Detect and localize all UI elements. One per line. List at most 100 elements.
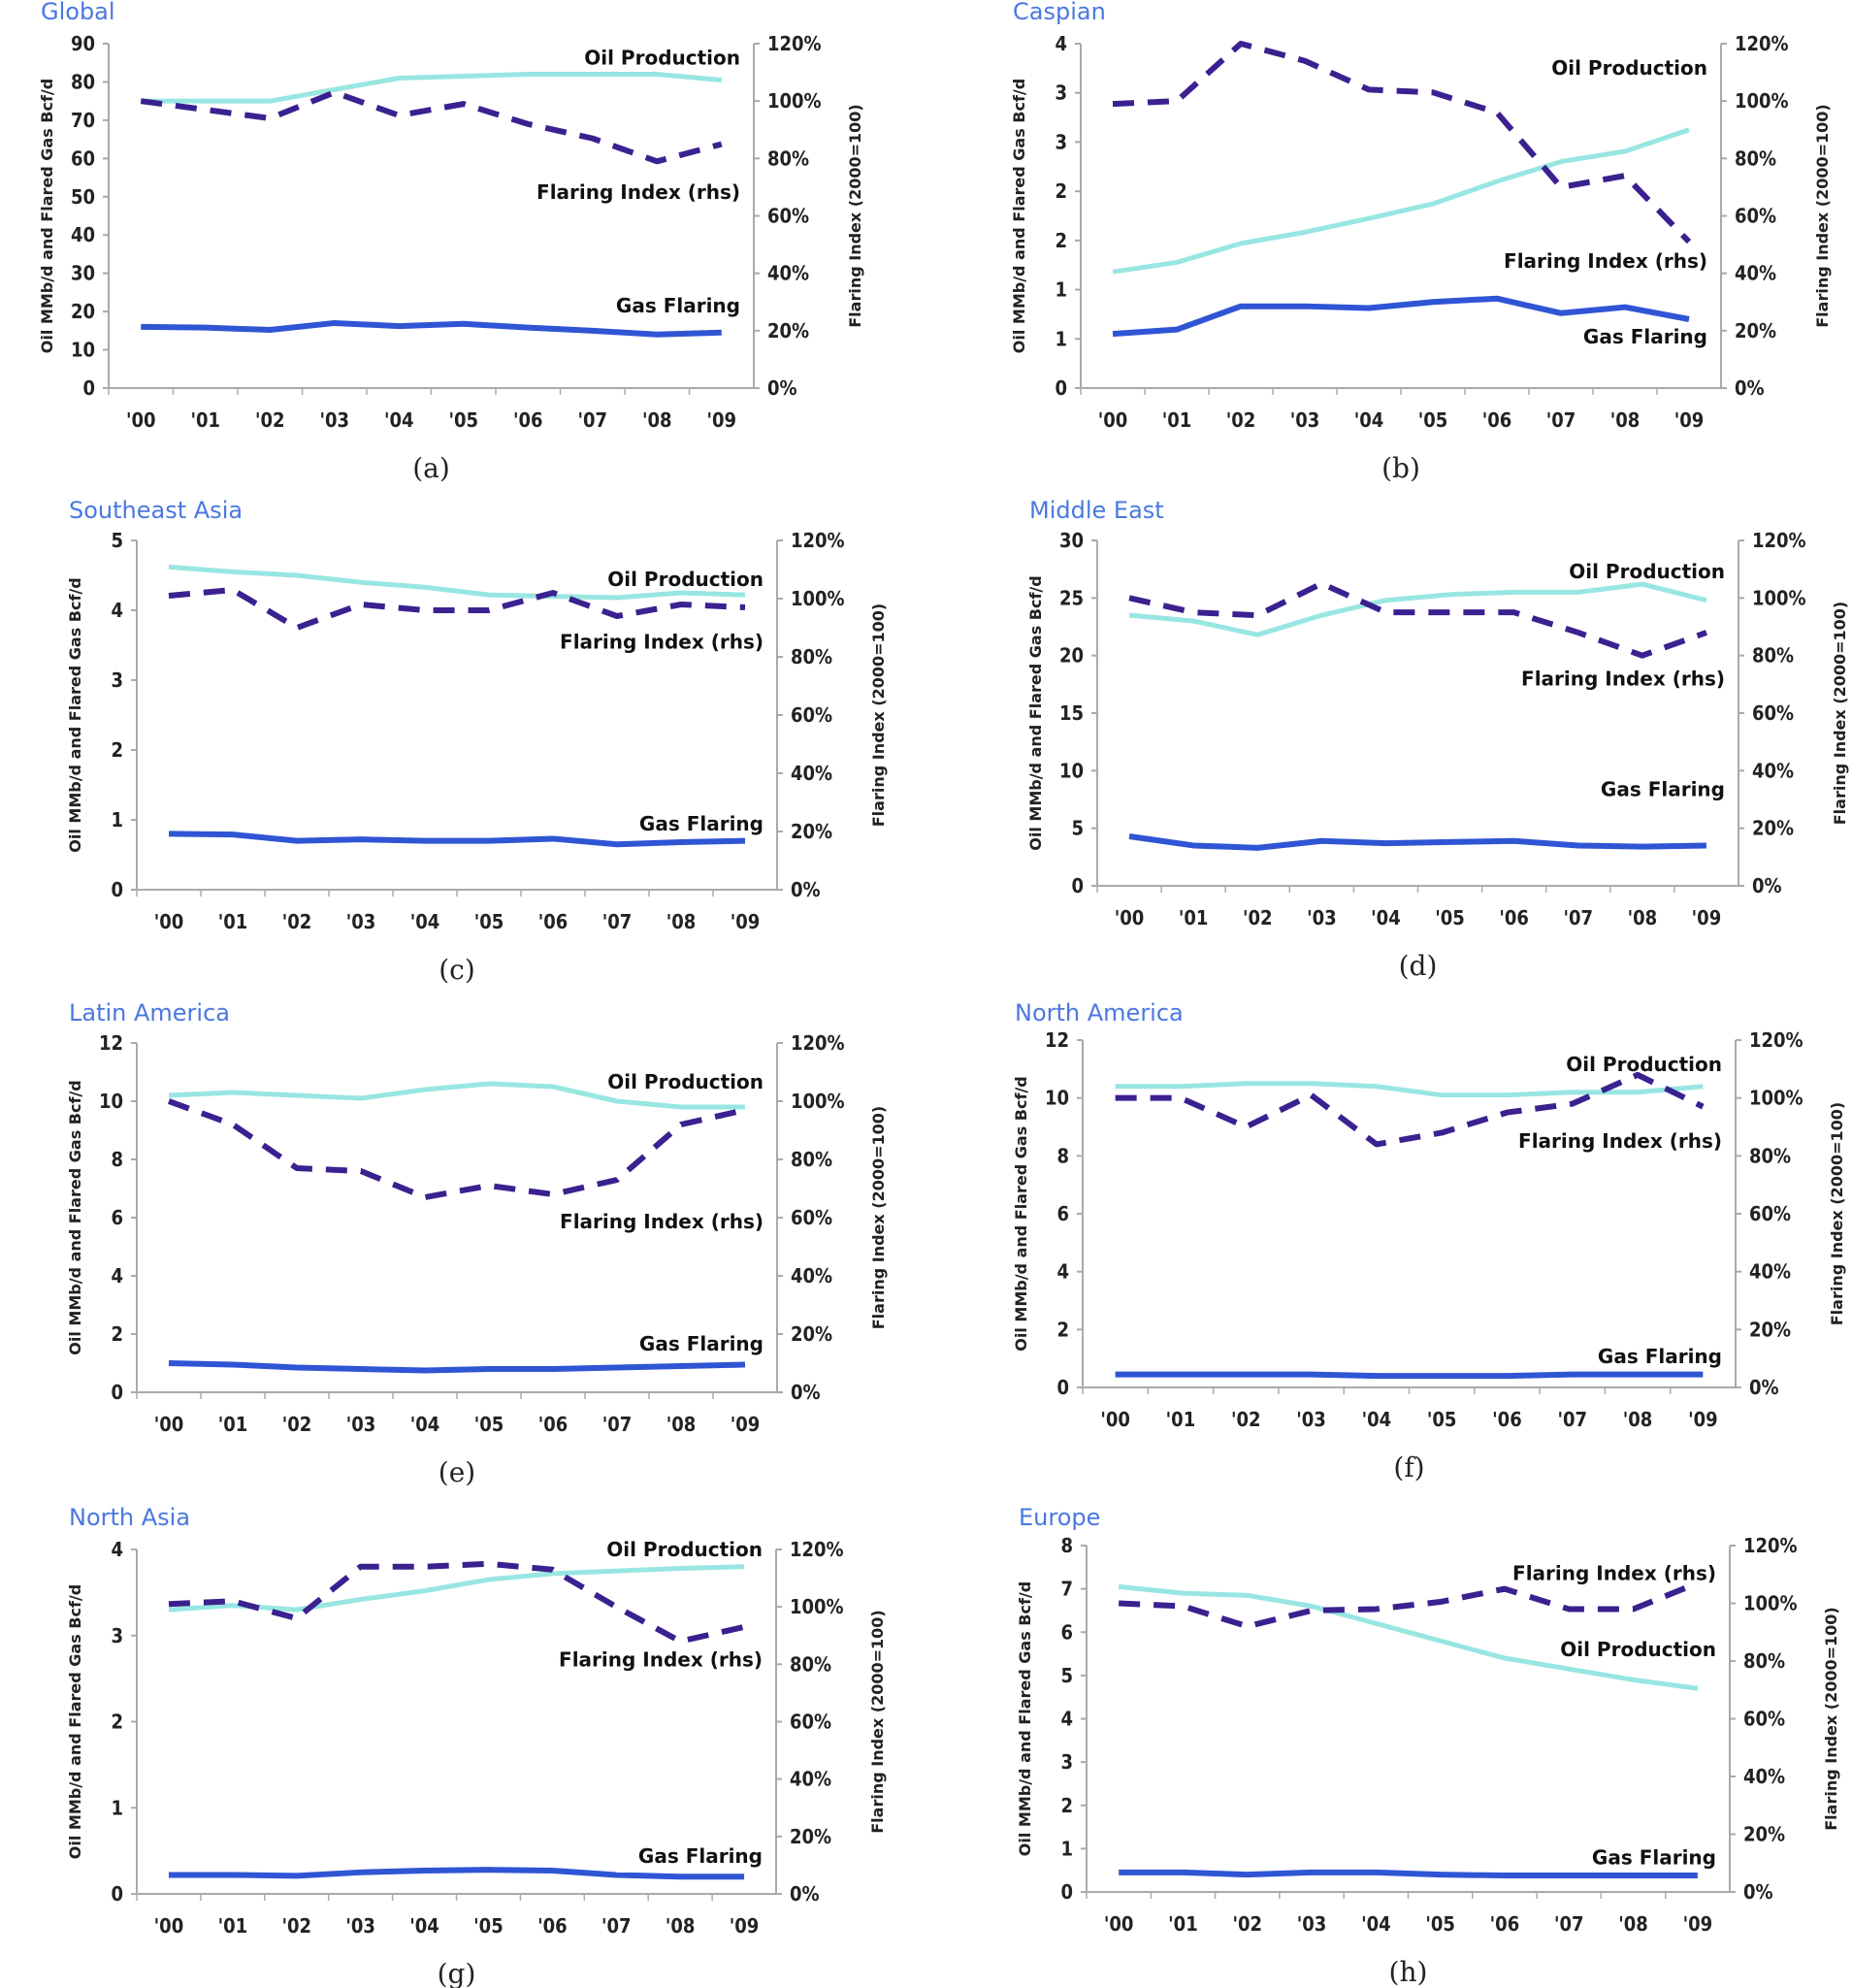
y-tick-label: 5 <box>1071 817 1084 840</box>
x-tick-label: '04 <box>410 910 440 933</box>
y2-tick-label: 60% <box>791 1206 832 1229</box>
x-tick-label: '09 <box>1688 1408 1718 1431</box>
y2-tick-label: 0% <box>791 878 821 901</box>
series-label-flaring-index-rhs: Flaring Index (rhs) <box>1504 249 1707 273</box>
x-tick-label: '06 <box>538 1413 569 1436</box>
series-label-gas-flaring: Gas Flaring <box>638 1844 763 1868</box>
series-label-oil-production: Oil Production <box>1560 1638 1716 1661</box>
x-tick-label: '05 <box>448 408 478 432</box>
x-tick-label: '08 <box>1618 1912 1648 1936</box>
series-line-flaring-index-rhs <box>140 89 723 165</box>
y-tick-label: 2 <box>111 1711 123 1734</box>
y2-tick-label: 40% <box>1735 262 1776 285</box>
y2-tick-label: 40% <box>1749 1260 1791 1284</box>
y-axis-title: Oil MMb/d and Flared Gas Bcf/d <box>1012 1076 1030 1351</box>
x-tick-label: '02 <box>255 408 285 432</box>
y-tick-label: 1 <box>1060 1837 1073 1860</box>
chart-caption: (e) <box>439 1456 475 1488</box>
y2-tick-label: 0% <box>1735 376 1765 400</box>
y-tick-label: 2 <box>1055 229 1067 252</box>
y-tick-label: 6 <box>1056 1202 1069 1225</box>
chart-caption: (h) <box>1389 1956 1428 1988</box>
y2-tick-label: 100% <box>790 1595 844 1618</box>
x-tick-label: '02 <box>282 910 312 933</box>
y-tick-label: 10 <box>1045 1087 1069 1110</box>
series-line-gas-flaring <box>168 831 746 848</box>
y-tick-label: 50 <box>71 185 95 209</box>
y-tick-label: 2 <box>111 1322 123 1346</box>
y-axis-title: Oil MMb/d and Flared Gas Bcf/d <box>38 79 56 353</box>
y-tick-label: 4 <box>1056 1260 1069 1284</box>
y-tick-label: 90 <box>71 32 95 55</box>
y-tick-label: 6 <box>1060 1620 1073 1644</box>
x-tick-label: '01 <box>1166 1408 1196 1431</box>
x-tick-label: '06 <box>538 910 569 933</box>
chart-caption: (g) <box>438 1958 476 1988</box>
series-line-oil-production <box>1118 1583 1699 1691</box>
y-tick-label: 1 <box>111 1796 123 1819</box>
series-line-gas-flaring <box>1119 1869 1698 1879</box>
y-tick-label: 3 <box>1055 81 1067 105</box>
x-tick-label: '05 <box>1435 906 1465 929</box>
y-tick-label: 12 <box>1045 1028 1069 1052</box>
y-tick-label: 15 <box>1059 701 1084 725</box>
y-tick-label: 1 <box>111 808 123 831</box>
x-tick-label: '00 <box>1115 906 1145 929</box>
series-label-gas-flaring: Gas Flaring <box>1598 1345 1722 1368</box>
y-axis-title: Oil MMb/d and Flared Gas Bcf/d <box>1010 79 1028 353</box>
x-tick-label: '05 <box>473 1914 504 1938</box>
y-tick-label: 3 <box>1055 130 1067 153</box>
chart-title: North Asia <box>69 1504 190 1531</box>
y-tick-label: 0 <box>1055 376 1067 400</box>
y-tick-label: 3 <box>111 1624 123 1647</box>
y-tick-label: 2 <box>1056 1318 1069 1341</box>
series-line-gas-flaring <box>168 1360 746 1374</box>
x-tick-label: '03 <box>1307 906 1337 929</box>
x-tick-label: '01 <box>190 408 220 432</box>
series-label-oil-production: Oil Production <box>584 46 740 69</box>
chart-panel-5: North America0246810120%20%40%60%80%100%… <box>1012 999 1846 1483</box>
y-tick-label: 3 <box>111 668 123 692</box>
series-label-flaring-index-rhs: Flaring Index (rhs) <box>1521 668 1725 691</box>
x-tick-label: '03 <box>1296 1408 1326 1431</box>
y-tick-label: 4 <box>1060 1708 1073 1731</box>
x-tick-label: '00 <box>154 910 184 933</box>
x-tick-label: '04 <box>410 1413 440 1436</box>
y-tick-label: 12 <box>99 1031 123 1055</box>
x-tick-label: '08 <box>1628 906 1658 929</box>
y2-tick-label: 60% <box>767 205 809 228</box>
y2-axis-title: Flaring Index (2000=100) <box>869 603 888 828</box>
y2-tick-label: 0% <box>790 1882 820 1906</box>
y2-tick-label: 100% <box>791 1090 845 1113</box>
y-tick-label: 8 <box>1060 1534 1073 1557</box>
y2-tick-label: 80% <box>1743 1649 1785 1673</box>
chart-caption: (b) <box>1381 452 1420 484</box>
y-tick-label: 20 <box>1059 644 1084 668</box>
chart-title: Europe <box>1019 1504 1100 1531</box>
y2-tick-label: 0% <box>791 1381 821 1404</box>
series-label-gas-flaring: Gas Flaring <box>1601 777 1725 800</box>
chart-caption: (f) <box>1393 1451 1424 1483</box>
series-line-gas-flaring <box>168 1867 745 1880</box>
x-tick-label: '00 <box>154 1914 184 1938</box>
y2-axis-title: Flaring Index (2000=100) <box>1813 104 1832 328</box>
x-tick-label: '00 <box>126 408 156 432</box>
y2-tick-label: 40% <box>790 1768 831 1791</box>
x-tick-label: '00 <box>1098 408 1128 432</box>
series-label-gas-flaring: Gas Flaring <box>1592 1845 1716 1869</box>
x-tick-label: '07 <box>602 910 633 933</box>
y-tick-label: 0 <box>111 1882 123 1906</box>
x-tick-label: '08 <box>1623 1408 1653 1431</box>
x-tick-label: '01 <box>1168 1912 1198 1936</box>
y2-tick-label: 0% <box>1749 1376 1779 1399</box>
y2-tick-label: 20% <box>767 319 809 342</box>
y2-tick-label: 80% <box>791 645 832 668</box>
x-tick-label: '03 <box>346 1413 376 1436</box>
chart-caption: (a) <box>412 452 450 484</box>
series-label-flaring-index-rhs: Flaring Index (rhs) <box>560 1210 764 1233</box>
y2-tick-label: 80% <box>790 1652 831 1676</box>
y-tick-label: 10 <box>1059 759 1084 782</box>
x-tick-label: '01 <box>218 1914 248 1938</box>
y-tick-label: 4 <box>111 1264 123 1287</box>
